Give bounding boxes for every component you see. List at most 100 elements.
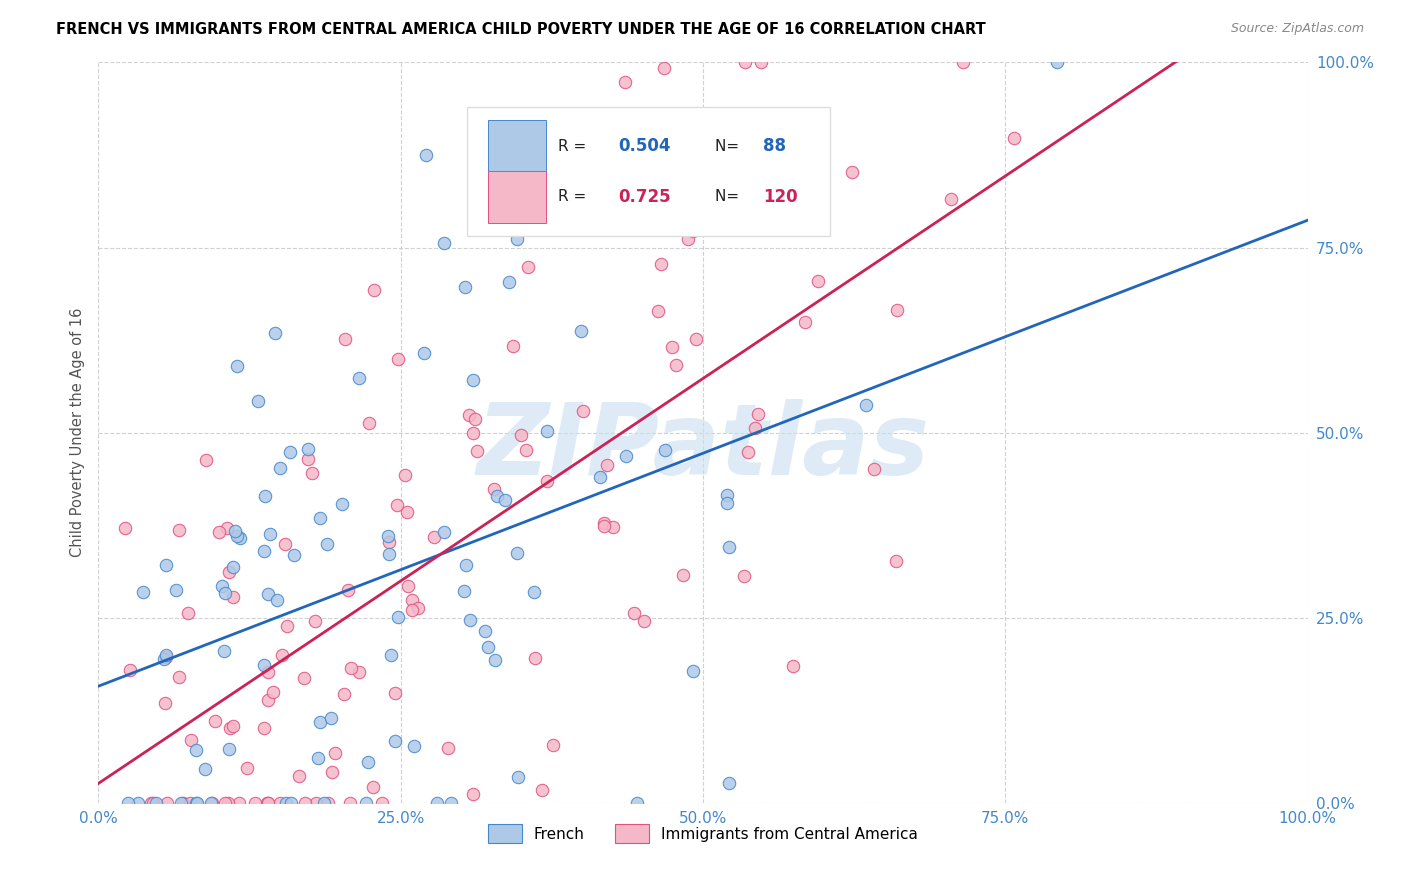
- Point: [224, 524, 246, 538]
- Point: [464, 412, 486, 426]
- Point: [262, 684, 284, 698]
- Point: [460, 613, 482, 627]
- Point: [454, 279, 477, 293]
- Point: [461, 373, 484, 387]
- Point: [200, 796, 222, 810]
- Point: [474, 624, 496, 639]
- Point: [222, 560, 245, 574]
- Point: [359, 416, 381, 430]
- Point: [270, 648, 292, 662]
- Point: [394, 467, 416, 482]
- Point: [456, 558, 478, 573]
- Point: [401, 593, 423, 607]
- Point: [647, 304, 669, 318]
- Point: [510, 427, 533, 442]
- Point: [274, 537, 297, 551]
- Point: [169, 524, 191, 538]
- Point: [440, 796, 463, 810]
- Point: [321, 765, 343, 780]
- Point: [415, 148, 437, 162]
- Point: [176, 606, 198, 620]
- Point: [153, 652, 176, 666]
- Point: [155, 648, 177, 663]
- Point: [676, 232, 699, 246]
- Point: [378, 535, 401, 549]
- Point: [716, 496, 738, 510]
- Point: [458, 408, 481, 422]
- Point: [541, 739, 564, 753]
- Point: [671, 567, 693, 582]
- Point: [253, 489, 276, 503]
- Point: [118, 663, 141, 677]
- Point: [793, 315, 815, 329]
- Point: [799, 219, 821, 234]
- Point: [347, 665, 370, 679]
- Point: [593, 519, 616, 533]
- Point: [212, 644, 235, 658]
- Point: [613, 75, 636, 89]
- Point: [494, 492, 516, 507]
- Text: 0.504: 0.504: [619, 137, 671, 155]
- Point: [226, 359, 249, 373]
- Point: [588, 470, 610, 484]
- Point: [225, 529, 247, 543]
- Point: [276, 619, 298, 633]
- Point: [179, 796, 201, 810]
- Point: [354, 796, 377, 810]
- Point: [170, 796, 193, 810]
- Point: [318, 796, 340, 810]
- Point: [211, 579, 233, 593]
- Point: [288, 769, 311, 783]
- Point: [347, 370, 370, 384]
- Point: [266, 593, 288, 607]
- Legend: French, Immigrants from Central America: French, Immigrants from Central America: [481, 817, 925, 851]
- Point: [215, 521, 238, 535]
- Point: [378, 547, 401, 561]
- Point: [401, 602, 423, 616]
- Point: [236, 760, 259, 774]
- Point: [219, 721, 242, 735]
- Point: [145, 796, 167, 810]
- Point: [502, 339, 524, 353]
- Point: [396, 579, 419, 593]
- Point: [186, 796, 208, 810]
- Point: [498, 276, 520, 290]
- Text: N=: N=: [716, 139, 744, 154]
- Point: [283, 548, 305, 562]
- Point: [139, 796, 162, 810]
- Point: [652, 61, 675, 75]
- Point: [515, 443, 537, 458]
- Text: FRENCH VS IMMIGRANTS FROM CENTRAL AMERICA CHILD POVERTY UNDER THE AGE OF 16 CORR: FRENCH VS IMMIGRANTS FROM CENTRAL AMERIC…: [56, 22, 986, 37]
- Point: [433, 525, 456, 540]
- Point: [665, 358, 688, 372]
- Point: [292, 671, 315, 685]
- Point: [264, 326, 287, 340]
- Point: [246, 394, 269, 409]
- Point: [395, 505, 418, 519]
- Text: 120: 120: [763, 188, 799, 206]
- Point: [308, 511, 330, 525]
- Point: [952, 55, 974, 70]
- Point: [855, 399, 877, 413]
- Text: 0.725: 0.725: [619, 188, 671, 206]
- Point: [253, 657, 276, 672]
- Point: [309, 715, 332, 730]
- Point: [280, 796, 302, 810]
- Point: [357, 755, 380, 769]
- Point: [221, 590, 243, 604]
- Point: [633, 614, 655, 628]
- Point: [685, 332, 707, 346]
- Point: [596, 458, 619, 472]
- Point: [886, 302, 908, 317]
- Point: [257, 665, 280, 680]
- Point: [524, 651, 547, 665]
- Point: [682, 664, 704, 678]
- Point: [294, 796, 316, 810]
- Point: [453, 584, 475, 599]
- Point: [165, 582, 187, 597]
- Point: [527, 147, 550, 161]
- Point: [408, 601, 430, 615]
- Point: [257, 796, 280, 810]
- Point: [363, 284, 385, 298]
- Point: [1046, 55, 1069, 70]
